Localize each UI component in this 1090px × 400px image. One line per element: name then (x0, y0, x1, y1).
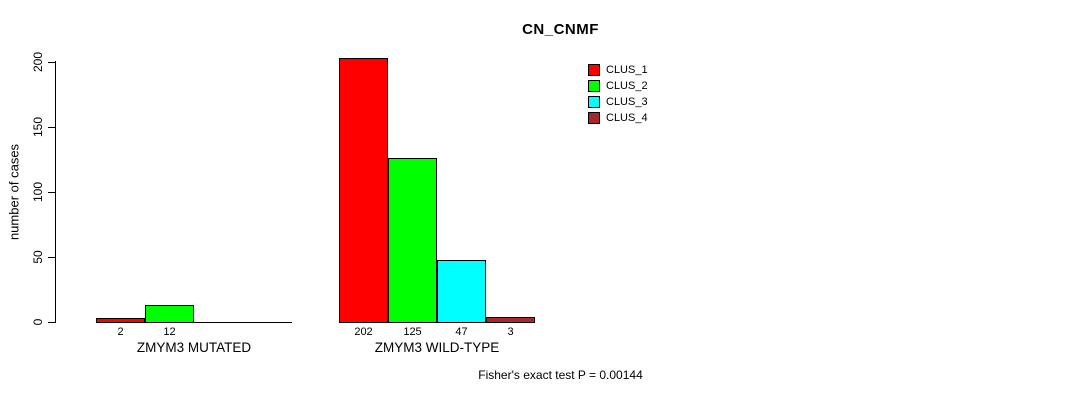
y-tick-mark (48, 127, 55, 128)
category-label: ZMYM3 WILD-TYPE (374, 340, 500, 355)
legend-swatch-clus2-icon (588, 80, 600, 92)
bar-value-label: 47 (455, 326, 468, 338)
bar-CLUS_2 (388, 158, 437, 322)
legend-item: CLUS_1 (588, 64, 648, 76)
y-axis (55, 61, 56, 323)
y-tick-label: 150 (31, 116, 45, 138)
legend-label: CLUS_1 (606, 64, 648, 76)
bar-CLUS_2 (145, 305, 194, 322)
y-tick-label: 50 (31, 250, 45, 264)
bar-value-label: 3 (507, 326, 514, 338)
bar-CLUS_3 (437, 260, 486, 322)
legend-label: CLUS_3 (606, 96, 648, 108)
group-baseline (339, 322, 535, 323)
bar-CLUS_4 (486, 317, 535, 322)
y-tick-label: 0 (31, 318, 45, 326)
y-tick-label: 200 (31, 51, 45, 73)
legend-item: CLUS_3 (588, 96, 648, 108)
legend: CLUS_1 CLUS_2 CLUS_3 CLUS_4 (588, 64, 648, 128)
category-label: ZMYM3 MUTATED (136, 340, 252, 355)
bar-value-label: 12 (163, 326, 176, 338)
bar-CLUS_1 (96, 318, 145, 322)
y-tick-mark (48, 62, 55, 63)
bar-value-label: 202 (354, 326, 373, 338)
y-tick-mark (48, 257, 55, 258)
y-tick-mark (48, 322, 55, 323)
bar-value-label: 2 (117, 326, 124, 338)
legend-swatch-clus3-icon (588, 96, 600, 108)
bar-value-label: 125 (403, 326, 422, 338)
legend-swatch-clus4-icon (588, 112, 600, 124)
legend-label: CLUS_4 (606, 112, 648, 124)
legend-item: CLUS_4 (588, 112, 648, 124)
legend-item: CLUS_2 (588, 80, 648, 92)
y-tick-label: 100 (31, 181, 45, 203)
bar-CLUS_1 (339, 58, 388, 322)
y-tick-mark (48, 192, 55, 193)
legend-label: CLUS_2 (606, 80, 648, 92)
group-baseline (96, 322, 292, 323)
fisher-test-result: Fisher's exact test P = 0.00144 (478, 368, 643, 382)
chart-title: CN_CNMF (522, 21, 599, 38)
legend-swatch-clus1-icon (588, 64, 600, 76)
